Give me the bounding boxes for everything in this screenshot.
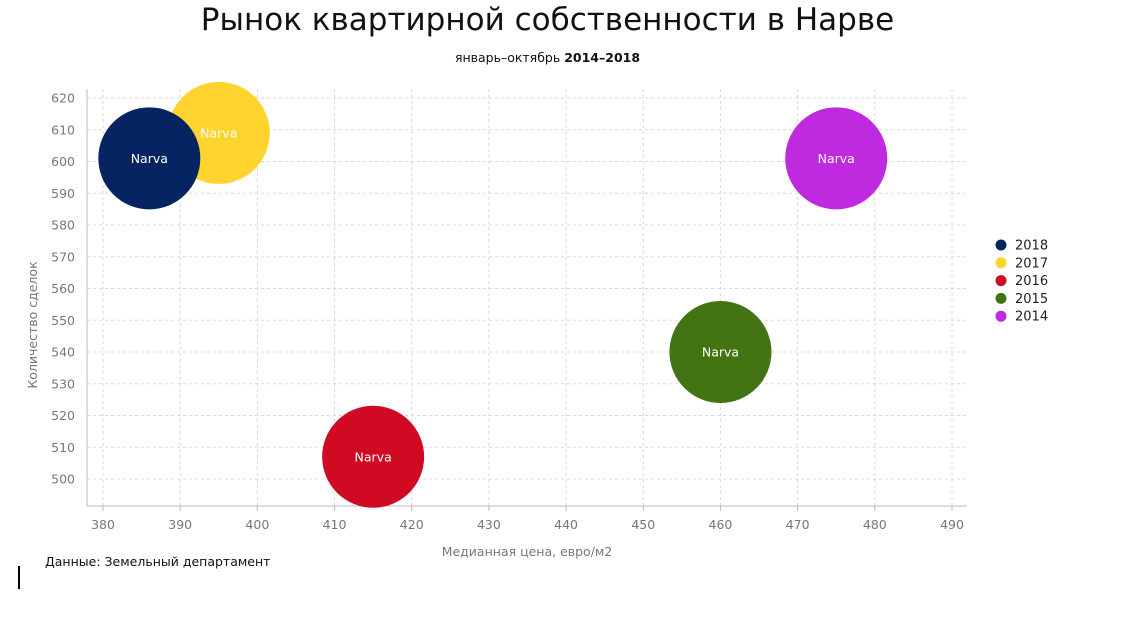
legend: 2018 2017 2016 2015 2014 (995, 239, 1048, 325)
bubble-label-2014: Narva (818, 151, 855, 166)
x-tick-label: 400 (245, 517, 269, 532)
x-axis-title: Медианная цена, евро/м2 (442, 544, 613, 559)
bubble-2016 (322, 405, 425, 508)
chart-subtitle: январь–октябрь 2014–2018 (0, 50, 1095, 65)
y-tick-label: 550 (51, 313, 75, 328)
subtitle-range: 2014–2018 (564, 50, 641, 65)
x-tick-label: 440 (554, 517, 578, 532)
legend-marker-2016 (995, 275, 1007, 287)
text-cursor (18, 566, 20, 589)
y-tick-label: 580 (51, 218, 75, 233)
legend-label-2014: 2014 (1015, 310, 1048, 325)
bubble-2014 (785, 107, 888, 210)
bubbles: Narva Narva Narva Narva Narva (98, 81, 888, 508)
legend-label-2015: 2015 (1015, 292, 1048, 307)
x-tick-label: 480 (863, 517, 887, 532)
y-tick-label: 610 (51, 122, 75, 137)
x-tick-label: 420 (400, 517, 424, 532)
y-tick-label: 590 (51, 186, 75, 201)
bubble-label-2018: Narva (131, 151, 168, 166)
legend-label-2017: 2017 (1015, 256, 1048, 271)
x-tick-label: 410 (323, 517, 347, 532)
legend-marker-2014 (995, 310, 1007, 322)
x-tick-label: 430 (477, 517, 501, 532)
chart-title: Рынок квартирной собственности в Нарве (200, 2, 895, 38)
bubble-2015 (669, 301, 772, 403)
y-tick-label: 600 (51, 154, 75, 169)
source-note: Данные: Земельный департамент (45, 554, 271, 569)
y-tick-label: 570 (51, 249, 75, 264)
subtitle-prefix: январь–октябрь (454, 50, 561, 65)
y-tick-label: 510 (51, 440, 75, 455)
y-axis-title: Количество сделок (25, 261, 40, 389)
y-tick-label: 620 (51, 91, 75, 106)
bubble-label-2016: Narva (355, 449, 392, 464)
bubble-2018 (98, 107, 201, 210)
x-tick-label: 390 (168, 517, 192, 532)
legend-marker-2017 (995, 257, 1007, 269)
bubble-label-2015: Narva (702, 345, 739, 360)
y-tick-label: 500 (51, 472, 75, 487)
x-tick-label: 490 (940, 517, 964, 532)
legend-marker-2018 (995, 239, 1007, 251)
y-tick-label: 560 (51, 281, 75, 296)
x-tick-label: 470 (786, 517, 810, 532)
legend-label-2018: 2018 (1015, 239, 1048, 254)
y-tick-label: 520 (51, 408, 75, 423)
legend-label-2016: 2016 (1015, 274, 1048, 289)
x-tick-label: 450 (631, 517, 655, 532)
x-tick-label: 460 (709, 517, 733, 532)
bubble-label-2017: Narva (200, 125, 237, 140)
x-tick-label: 380 (91, 517, 115, 532)
legend-marker-2015 (995, 292, 1007, 304)
y-tick-label: 530 (51, 376, 75, 391)
axes: 380 390 400 410 420 430 440 450 460 470 480 490 500 5… (51, 89, 967, 532)
y-tick-label: 540 (51, 345, 75, 360)
